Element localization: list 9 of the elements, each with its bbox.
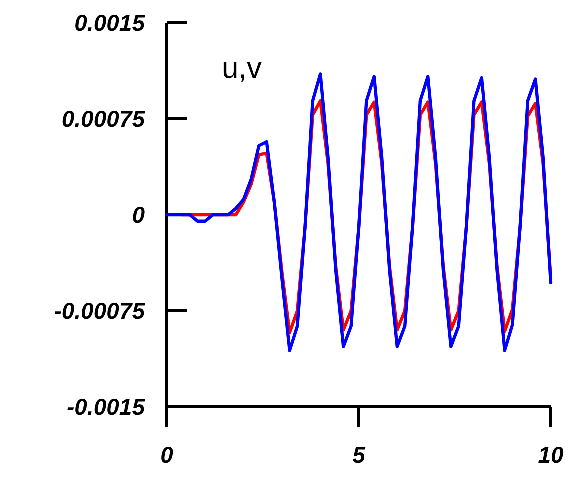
x-tick-label: 10 (538, 442, 564, 468)
y-tick-label: -0.0015 (66, 394, 146, 420)
y-tick-label: 0.0015 (74, 10, 146, 36)
y-tick-label: 0.00075 (62, 106, 146, 132)
y-tick-label: 0 (132, 202, 146, 228)
x-tick-label: 5 (352, 442, 367, 468)
x-tick-label: 0 (160, 442, 174, 468)
y-tick-label: -0.00075 (54, 298, 146, 324)
text: u,v (222, 52, 262, 85)
